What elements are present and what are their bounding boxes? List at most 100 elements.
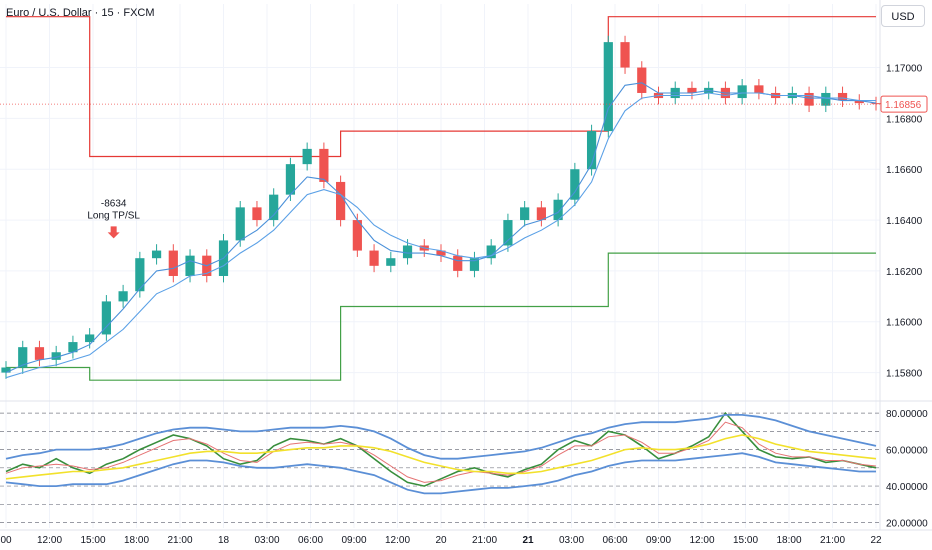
candle-body: [269, 194, 279, 221]
time-axis-label: 18:00: [776, 535, 801, 546]
symbol-title[interactable]: Euro / U.S. Dollar · 15 · FXCM: [6, 7, 155, 19]
time-axis-label: 15:00: [733, 535, 758, 546]
candle-body: [854, 100, 864, 104]
candle: [34, 340, 45, 367]
candle: [637, 61, 647, 100]
candle: [269, 188, 279, 227]
candle: [754, 78, 764, 100]
oscillator-line: [5, 434, 877, 480]
candle-body: [453, 255, 463, 271]
time-axis-label: 09:00: [646, 535, 671, 546]
candle-body: [51, 352, 61, 360]
price-axis-label: 1.16800: [886, 114, 923, 125]
candle-body: [369, 250, 379, 266]
candle-body: [252, 207, 262, 221]
time-axis-label: 18: [218, 535, 230, 546]
last-price-value: 1.16856: [885, 100, 922, 111]
time-axis-label: 06:00: [298, 535, 323, 546]
candle-body: [185, 255, 195, 276]
candle-body: [386, 258, 396, 266]
oscillator-axis-label: 20.00000: [886, 519, 928, 530]
candle: [469, 251, 480, 278]
candle: [503, 213, 513, 252]
candle: [536, 201, 546, 227]
candle-body: [336, 181, 346, 221]
time-axis-label: 21:00: [167, 535, 192, 546]
candle-body: [235, 207, 245, 241]
oscillator-line: [5, 452, 876, 495]
candle-body: [821, 92, 831, 106]
take-profit-line: [6, 16, 876, 158]
candle-body: [570, 169, 580, 200]
time-axis-label: 03:00: [559, 535, 584, 546]
candle-body: [637, 67, 647, 93]
candle-body: [436, 250, 446, 256]
candle-body: [352, 220, 362, 251]
candle: [302, 142, 312, 171]
candle-body: [34, 347, 45, 360]
candle-body: [520, 207, 530, 221]
candle: [336, 175, 346, 227]
time-axis-label: 12:00: [689, 535, 714, 546]
candle: [101, 295, 111, 341]
price-axis-label: 1.17000: [886, 64, 923, 75]
candle: [1, 361, 11, 379]
candle: [553, 193, 563, 227]
candle-body: [68, 342, 78, 353]
candle: [235, 201, 245, 247]
candle-body: [168, 250, 178, 276]
candle-body: [118, 291, 128, 302]
candle-body: [503, 220, 513, 246]
candle: [386, 251, 396, 273]
candle: [687, 81, 697, 100]
candle: [436, 244, 446, 263]
candle-body: [319, 148, 329, 182]
candle: [804, 86, 814, 113]
time-axis-label: 03:00: [254, 535, 279, 546]
candle-body: [687, 87, 697, 93]
oscillator-line: [5, 421, 877, 483]
candle-body: [553, 199, 563, 221]
candle-body: [603, 42, 613, 132]
candle-body: [285, 164, 296, 195]
tp-sl-lines: [6, 16, 876, 381]
candle-body: [486, 245, 496, 259]
time-axis-label: 15:00: [80, 535, 105, 546]
price-axis-label: 1.16000: [886, 318, 923, 329]
candle-body: [837, 92, 848, 101]
candle: [135, 251, 145, 298]
stop-loss-line: [6, 252, 876, 381]
moving-averages: [5, 82, 877, 379]
oscillator-line: [5, 411, 877, 487]
candle: [570, 162, 580, 207]
candle: [118, 284, 128, 308]
candle: [252, 201, 262, 227]
candle: [603, 35, 613, 138]
candle: [486, 239, 496, 265]
time-axis-label: 21:00: [820, 535, 845, 546]
oscillator-line: [5, 414, 877, 460]
candle: [821, 86, 831, 113]
candle: [51, 345, 61, 367]
moving-average-line: [5, 92, 876, 379]
currency-button[interactable]: USD: [881, 5, 925, 27]
oscillator-axis-label: 40.00000: [886, 482, 928, 493]
candle: [319, 142, 329, 189]
candle-body: [101, 301, 111, 335]
candle: [871, 96, 881, 111]
time-axis-label: 00: [0, 535, 12, 546]
candle: [737, 78, 747, 105]
candle-body: [302, 148, 312, 165]
time-axis-label: 18:00: [124, 535, 149, 546]
price-axis-label: 1.16200: [886, 267, 923, 278]
time-axis-label: 06:00: [602, 535, 627, 546]
candle: [620, 35, 630, 74]
candle: [837, 86, 848, 107]
oscillator-axis-label: 80.00000: [886, 409, 928, 420]
candle: [151, 244, 162, 265]
candle-body: [754, 85, 764, 93]
candle-body: [135, 258, 145, 292]
candle: [68, 335, 78, 359]
